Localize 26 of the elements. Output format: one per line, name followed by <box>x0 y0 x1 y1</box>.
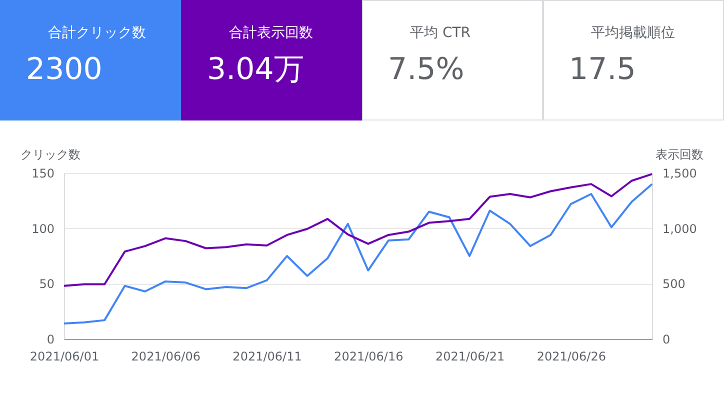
text: 平均 CTR <box>410 25 471 41</box>
y2-tick-label: 1,500 <box>662 166 697 180</box>
x-tick-label: 2021/06/11 <box>232 350 302 364</box>
text: 平均掲載順位 <box>591 25 675 41</box>
y-tick-label: 50 <box>39 277 54 292</box>
text: 17.5 <box>569 52 636 87</box>
y-tick-label: 150 <box>32 166 54 180</box>
line-series <box>63 183 653 325</box>
y2-axis-title: 表示回数 <box>656 148 704 162</box>
text: 合計表示回数 <box>229 25 313 41</box>
x-tick-label: 2021/06/21 <box>435 350 505 364</box>
x-tick-label: 2021/06/16 <box>334 350 404 364</box>
text: 合計クリック数 <box>48 25 146 41</box>
y2-tick-label: 1,000 <box>662 222 697 236</box>
text: 3.04万 <box>207 52 304 87</box>
x-tick-label: 2021/06/01 <box>30 350 100 364</box>
y-axis-title: クリック数 <box>20 148 80 162</box>
y2-tick-label: 500 <box>662 277 686 292</box>
text: 2300 <box>26 52 102 87</box>
y-tick-label: 100 <box>32 222 54 236</box>
x-tick-label: 2021/06/06 <box>131 350 200 364</box>
line-series <box>63 173 653 287</box>
text: 7.5% <box>388 52 464 87</box>
y2-tick-label: 0 <box>662 332 670 346</box>
y-tick-label: 0 <box>46 332 54 346</box>
x-tick-label: 2021/06/26 <box>536 350 606 364</box>
